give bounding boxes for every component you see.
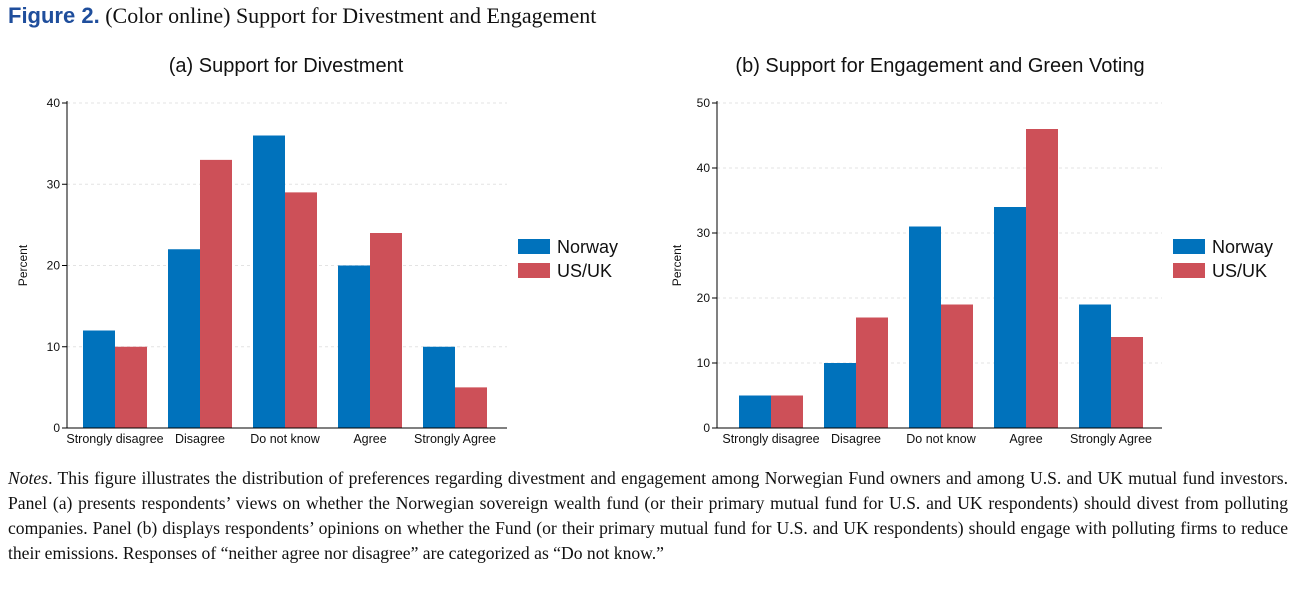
x-tick-label: Strongly Agree bbox=[1070, 432, 1152, 446]
bar-norway-2 bbox=[909, 226, 941, 428]
y-axis-label: Percent bbox=[670, 244, 684, 286]
bar-us-uk-2 bbox=[941, 304, 973, 428]
chart-title: (b) Support for Engagement and Green Vot… bbox=[735, 55, 1144, 77]
bar-norway-1 bbox=[824, 363, 856, 428]
x-tick-label: Strongly disagree bbox=[722, 432, 819, 446]
y-tick-label: 40 bbox=[697, 161, 711, 175]
bar-us-uk-3 bbox=[370, 233, 402, 428]
bar-norway-0 bbox=[739, 395, 771, 428]
legend-label: Norway bbox=[1212, 237, 1273, 257]
bar-us-uk-0 bbox=[771, 395, 803, 428]
chart-panel-1: (b) Support for Engagement and Green Vot… bbox=[670, 55, 1273, 446]
x-tick-label: Agree bbox=[353, 432, 386, 446]
y-tick-label: 0 bbox=[53, 421, 60, 435]
x-tick-label: Strongly disagree bbox=[66, 432, 163, 446]
legend-label: Norway bbox=[557, 237, 618, 257]
y-tick-label: 10 bbox=[697, 356, 711, 370]
bar-us-uk-1 bbox=[856, 317, 888, 428]
y-tick-label: 10 bbox=[47, 340, 61, 354]
bar-norway-4 bbox=[1079, 304, 1111, 428]
bar-norway-2 bbox=[253, 135, 285, 428]
x-tick-label: Agree bbox=[1009, 432, 1042, 446]
legend-swatch bbox=[518, 239, 550, 254]
y-tick-label: 0 bbox=[703, 421, 710, 435]
x-tick-label: Disagree bbox=[175, 432, 225, 446]
figure-notes: Notes. This figure illustrates the distr… bbox=[8, 466, 1288, 566]
legend-label: US/UK bbox=[1212, 261, 1267, 281]
bar-us-uk-4 bbox=[455, 387, 487, 428]
y-axis-label: Percent bbox=[16, 244, 30, 286]
legend-label: US/UK bbox=[557, 261, 612, 281]
y-tick-label: 20 bbox=[47, 259, 61, 273]
bar-norway-1 bbox=[168, 249, 200, 428]
bar-us-uk-3 bbox=[1026, 129, 1058, 428]
bar-us-uk-0 bbox=[115, 346, 147, 428]
bar-norway-4 bbox=[423, 346, 455, 428]
notes-text: . This figure illustrates the distributi… bbox=[8, 468, 1288, 563]
bar-norway-3 bbox=[338, 265, 370, 428]
y-tick-label: 20 bbox=[697, 291, 711, 305]
bar-norway-0 bbox=[83, 330, 115, 428]
x-tick-label: Disagree bbox=[831, 432, 881, 446]
charts-canvas: (a) Support for Divestment Strongly disag… bbox=[16, 55, 1273, 446]
legend-swatch bbox=[518, 263, 550, 278]
x-tick-label: Strongly Agree bbox=[414, 432, 496, 446]
bar-us-uk-4 bbox=[1111, 337, 1143, 428]
bar-norway-3 bbox=[994, 207, 1026, 428]
y-tick-label: 30 bbox=[47, 177, 61, 191]
x-tick-label: Do not know bbox=[906, 432, 976, 446]
bar-us-uk-1 bbox=[200, 159, 232, 428]
figure-label: Figure 2. bbox=[8, 3, 100, 28]
legend-swatch bbox=[1173, 263, 1205, 278]
chart-title: (a) Support for Divestment bbox=[169, 55, 404, 77]
y-tick-label: 50 bbox=[697, 96, 711, 110]
bar-us-uk-2 bbox=[285, 192, 317, 428]
figure-title: Figure 2. (Color online) Support for Div… bbox=[8, 3, 596, 29]
notes-label: Notes bbox=[8, 468, 49, 488]
y-tick-label: 40 bbox=[47, 96, 61, 110]
x-tick-label: Do not know bbox=[250, 432, 320, 446]
figure-caption: (Color online) Support for Divestment an… bbox=[105, 3, 597, 28]
chart-panel-0: (a) Support for Divestment Strongly disag… bbox=[16, 55, 618, 446]
legend-swatch bbox=[1173, 239, 1205, 254]
y-tick-label: 30 bbox=[697, 226, 711, 240]
